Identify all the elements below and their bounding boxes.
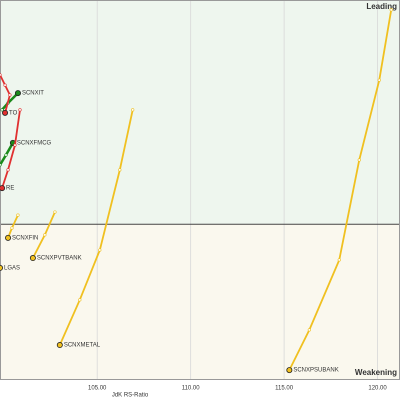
series-label: SCNXFMCG	[17, 140, 52, 146]
trail-marker	[3, 83, 7, 87]
head-marker	[0, 264, 3, 271]
series-label: SCNXFIN	[12, 235, 38, 241]
trail-marker	[357, 158, 361, 162]
trail-marker	[18, 108, 22, 112]
trail-marker	[43, 233, 47, 237]
quadrant-label: Weakening	[355, 368, 397, 377]
trail-marker	[8, 93, 12, 97]
x-tick-label: 120.00	[368, 386, 387, 392]
head-marker	[286, 367, 293, 374]
trail	[1, 108, 21, 189]
trail-marker	[131, 108, 135, 112]
x-tick-label: 110.00	[182, 386, 201, 392]
series-label: SCNXPSUBANK	[293, 368, 338, 374]
trail-marker	[6, 168, 10, 172]
trail-marker	[10, 226, 14, 230]
trail-marker	[53, 210, 57, 214]
trail-marker	[389, 8, 393, 12]
head-marker	[56, 342, 63, 349]
series-label: TO	[9, 110, 18, 116]
trail-marker	[4, 153, 8, 157]
series-label: LGAS	[4, 265, 20, 271]
trail-marker	[0, 108, 4, 112]
trail-marker	[78, 298, 82, 302]
head-marker	[29, 255, 36, 262]
x-tick-label: 105.00	[88, 386, 107, 392]
head-marker	[2, 109, 9, 116]
series-label: SCNXIT	[22, 91, 44, 97]
trail-marker	[16, 213, 20, 217]
trail-marker	[307, 328, 311, 332]
trail-marker	[337, 258, 341, 262]
series-label: RE	[6, 186, 14, 192]
quadrant-label: Leading	[366, 2, 397, 11]
trail-marker	[13, 143, 17, 147]
weakening-region	[0, 224, 400, 380]
trail-marker	[118, 168, 122, 172]
series-label: SCNXPVTBANK	[37, 256, 82, 262]
trail-marker	[377, 78, 381, 82]
trail-marker	[0, 163, 2, 167]
head-marker	[5, 234, 12, 241]
trail-marker	[98, 248, 102, 252]
series-label: SCNXMETAL	[64, 343, 101, 349]
head-marker	[0, 185, 6, 192]
x-axis-label: JdK RS-Ratio	[112, 393, 149, 399]
head-marker	[14, 90, 21, 97]
trail-marker	[0, 73, 2, 77]
trail	[0, 73, 11, 114]
x-tick-label: 115.00	[275, 386, 294, 392]
leading-region	[0, 0, 400, 225]
trail	[288, 8, 393, 372]
